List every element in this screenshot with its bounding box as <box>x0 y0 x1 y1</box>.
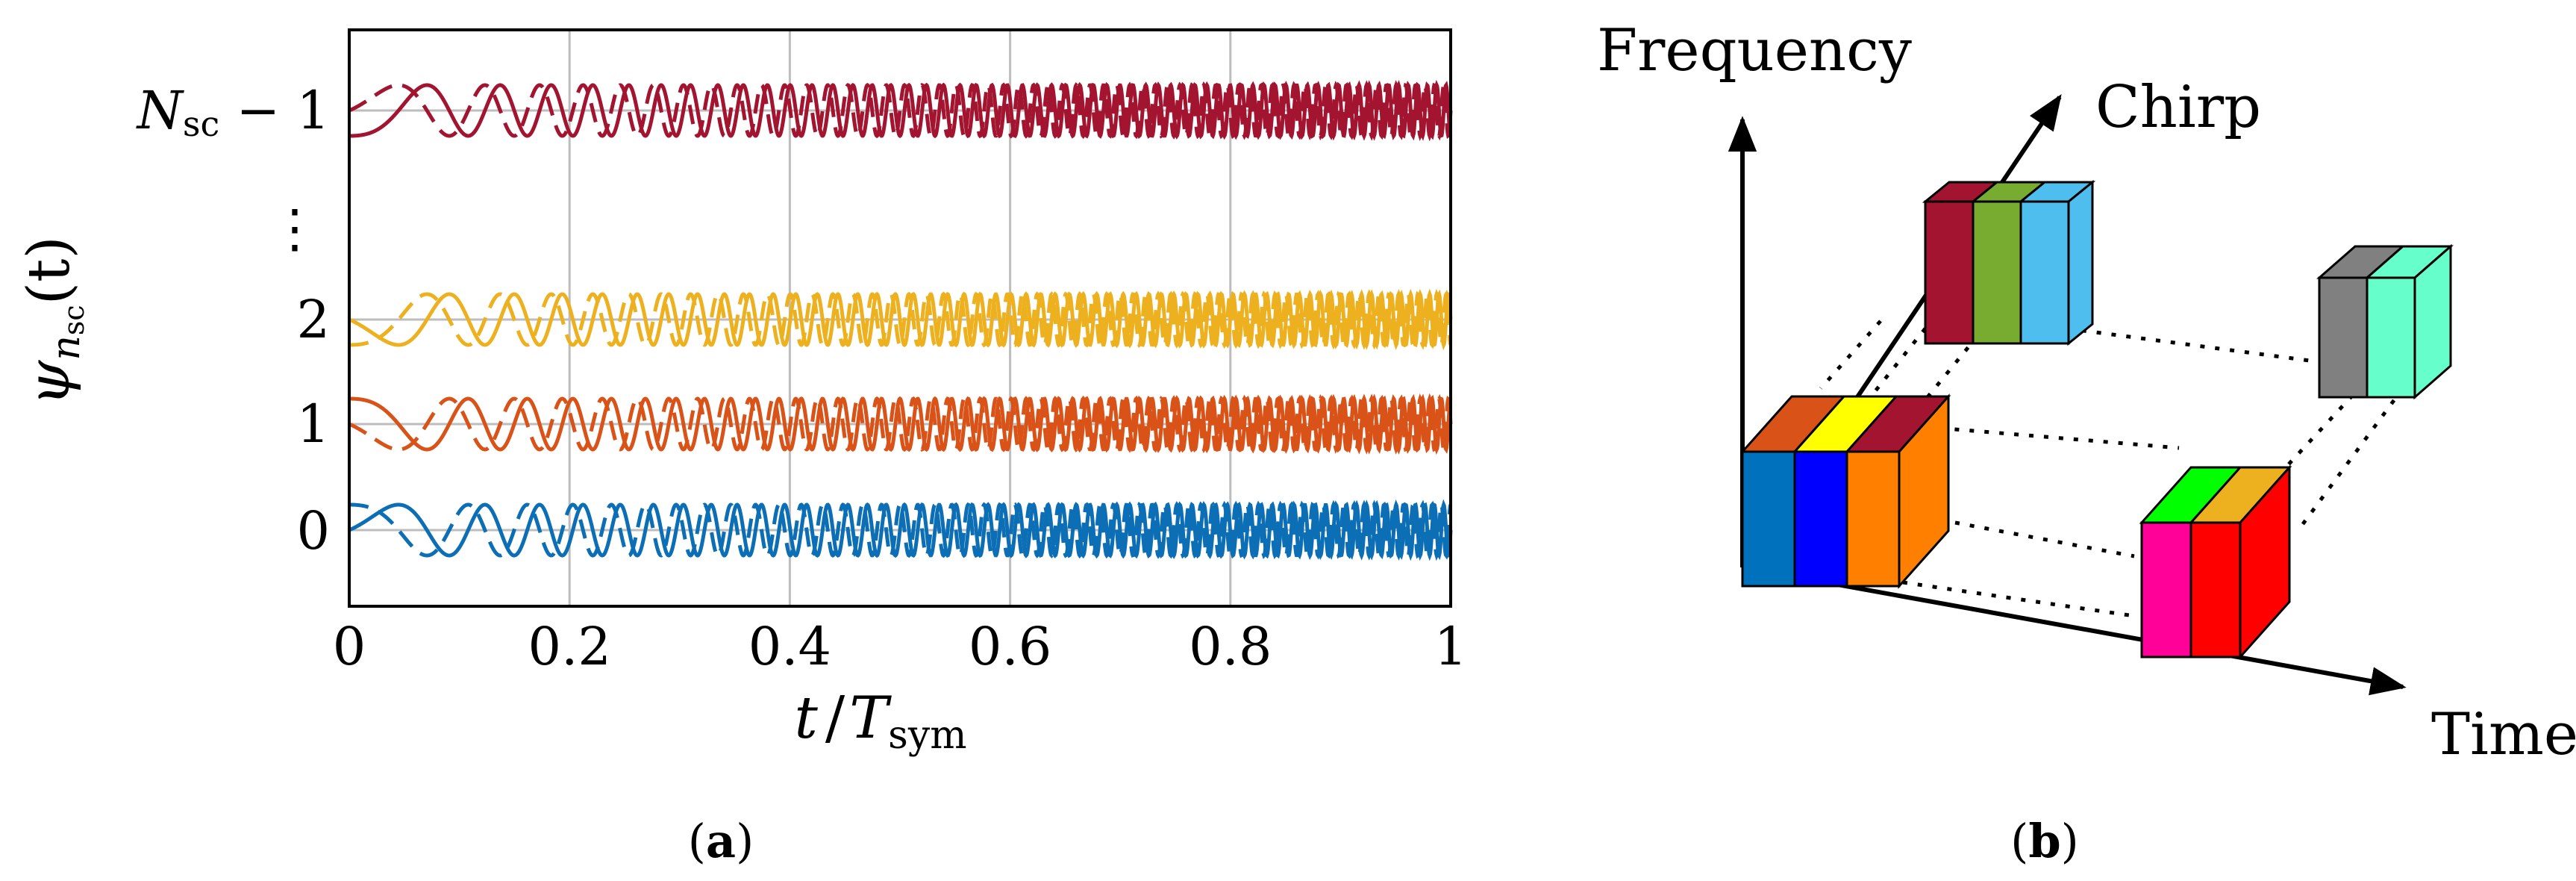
block-top-row <box>1922 179 2096 346</box>
panel-a-chart: 0 0.2 0.4 0.6 0.8 1 0 1 2 ⋮ Nsc − 1 ψnsc(t) t… <box>16 28 1468 868</box>
x-tick-label: 0.6 <box>969 616 1051 677</box>
caption-a-close: ) <box>736 814 754 868</box>
x-label-sub: sym <box>888 713 966 758</box>
block-side-face <box>2067 179 2094 346</box>
x-label-slash: / <box>825 685 845 752</box>
block-front-cell <box>1741 450 1796 588</box>
y-label-arg: (t) <box>16 236 83 305</box>
block-front-cell <box>2019 200 2070 345</box>
frequency-axis-label: Frequency <box>1597 17 1912 84</box>
caption-b-open: ( <box>2010 814 2028 868</box>
x-tick-label: 0.4 <box>748 616 831 677</box>
x-tick-label: 0 <box>333 616 366 677</box>
y-axis-label: ψnsc(t) <box>16 236 90 406</box>
series-line-1-dashed <box>348 393 1453 455</box>
y-tick-0: 0 <box>296 500 330 561</box>
series-line-2-solid <box>348 288 1453 351</box>
block-front-cell <box>2318 276 2369 399</box>
block-front-cell <box>2140 521 2192 659</box>
block-front-cell <box>1924 200 1975 345</box>
block-front-cell <box>1845 450 1901 588</box>
block-front-cell <box>2189 521 2242 659</box>
series-line-0-dashed <box>349 499 1453 561</box>
y-tick-N-suffix: − 1 <box>219 80 330 141</box>
panel-b-diagram: Frequency Chirp Time (b) <box>1597 17 2576 868</box>
y-tick-2: 2 <box>296 289 330 350</box>
y-tick-nsc-minus-1: Nsc − 1 <box>136 80 330 144</box>
x-tick-labels: 0 0.2 0.4 0.6 0.8 1 <box>333 616 1468 677</box>
block-top-right <box>2316 243 2454 400</box>
x-tick-label: 0.8 <box>1189 616 1272 677</box>
time-axis-label: Time <box>2431 701 2576 768</box>
x-tick-label: 1 <box>1434 616 1468 677</box>
y-label-subsub: sc <box>57 305 90 335</box>
series-line-3-solid <box>349 79 1453 141</box>
caption-b: (b) <box>2010 814 2079 868</box>
caption-b-close: ) <box>2061 814 2079 868</box>
x-axis-label: t/Tsym <box>794 685 966 758</box>
block-front-right <box>2139 464 2292 660</box>
block-front-cell <box>1793 450 1848 588</box>
x-label-t: t <box>794 685 818 752</box>
caption-a-letter: a <box>706 814 736 868</box>
time-axis <box>1742 565 2407 696</box>
series-curves <box>348 79 1453 561</box>
y-tick-N-sub: sc <box>183 104 219 144</box>
y-tick-1: 1 <box>296 393 330 455</box>
caption-a: (a) <box>688 814 754 868</box>
block-front-cell <box>2366 276 2416 399</box>
block-front-left <box>1739 393 1951 589</box>
series-line-1-solid <box>349 393 1453 455</box>
plot-frame <box>348 28 1452 608</box>
caption-b-letter: b <box>2028 814 2060 868</box>
x-label-T: T <box>849 685 892 752</box>
series-line-0-solid <box>348 499 1453 561</box>
series-line-3-dashed <box>348 79 1453 142</box>
y-tick-ellipsis: ⋮ <box>269 198 321 259</box>
y-tick-N: N <box>136 80 185 141</box>
chirp-axis-label: Chirp <box>2095 74 2261 141</box>
x-tick-label: 0.2 <box>528 616 611 677</box>
series-line-2-dashed <box>349 288 1453 350</box>
y-label-psi: ψ <box>16 360 83 406</box>
block-front-cell <box>1972 200 2022 345</box>
caption-a-open: ( <box>688 814 706 868</box>
y-label-sub: n <box>44 335 89 361</box>
